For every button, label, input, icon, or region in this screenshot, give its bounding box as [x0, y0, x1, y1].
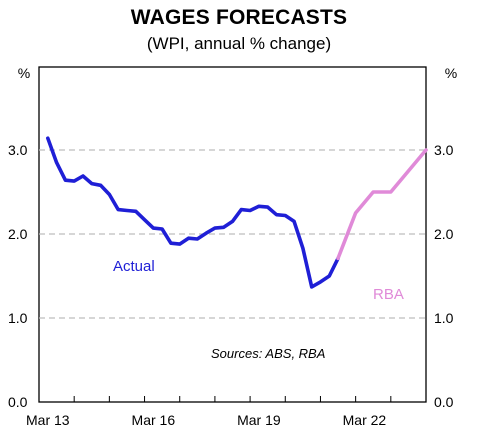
- y-axis-unit-right: %: [445, 65, 457, 81]
- y-tick-left-2: 2.0: [8, 226, 28, 242]
- x-tick-label-2: Mar 19: [237, 412, 281, 428]
- y-axis-unit-left: %: [18, 65, 30, 81]
- y-tick-left-1: 1.0: [8, 310, 28, 326]
- y-tick-right-1: 1.0: [434, 310, 454, 326]
- series-lines: [45, 136, 428, 289]
- chart-title: WAGES FORECASTS: [130, 6, 348, 29]
- legend-rba: RBA: [373, 286, 404, 303]
- x-tick-label-3: Mar 22: [343, 412, 387, 428]
- x-tick-label-1: Mar 16: [132, 412, 176, 428]
- y-tick-left-0: 0.0: [8, 394, 28, 410]
- y-tick-left-3: 3.0: [8, 142, 28, 158]
- series-line-rba: [336, 148, 428, 261]
- x-tick-label-0: Mar 13: [26, 412, 70, 428]
- legend-actual: Actual: [113, 258, 155, 275]
- source-note: Sources: ABS, RBA: [211, 346, 325, 361]
- x-tick-labels: Mar 13 Mar 16 Mar 19 Mar 22: [26, 412, 386, 428]
- y-tick-labels: 0.0 0.0 1.0 1.0 2.0 2.0 3.0 3.0: [8, 142, 454, 410]
- y-tick-right-3: 3.0: [434, 142, 454, 158]
- series-line-actual: [45, 136, 340, 289]
- y-tick-right-0: 0.0: [434, 394, 454, 410]
- y-tick-right-2: 2.0: [434, 226, 454, 242]
- chart-subtitle: (WPI, annual % change): [146, 34, 332, 53]
- gridlines: [39, 149, 426, 319]
- x-tick-marks: [73, 396, 427, 402]
